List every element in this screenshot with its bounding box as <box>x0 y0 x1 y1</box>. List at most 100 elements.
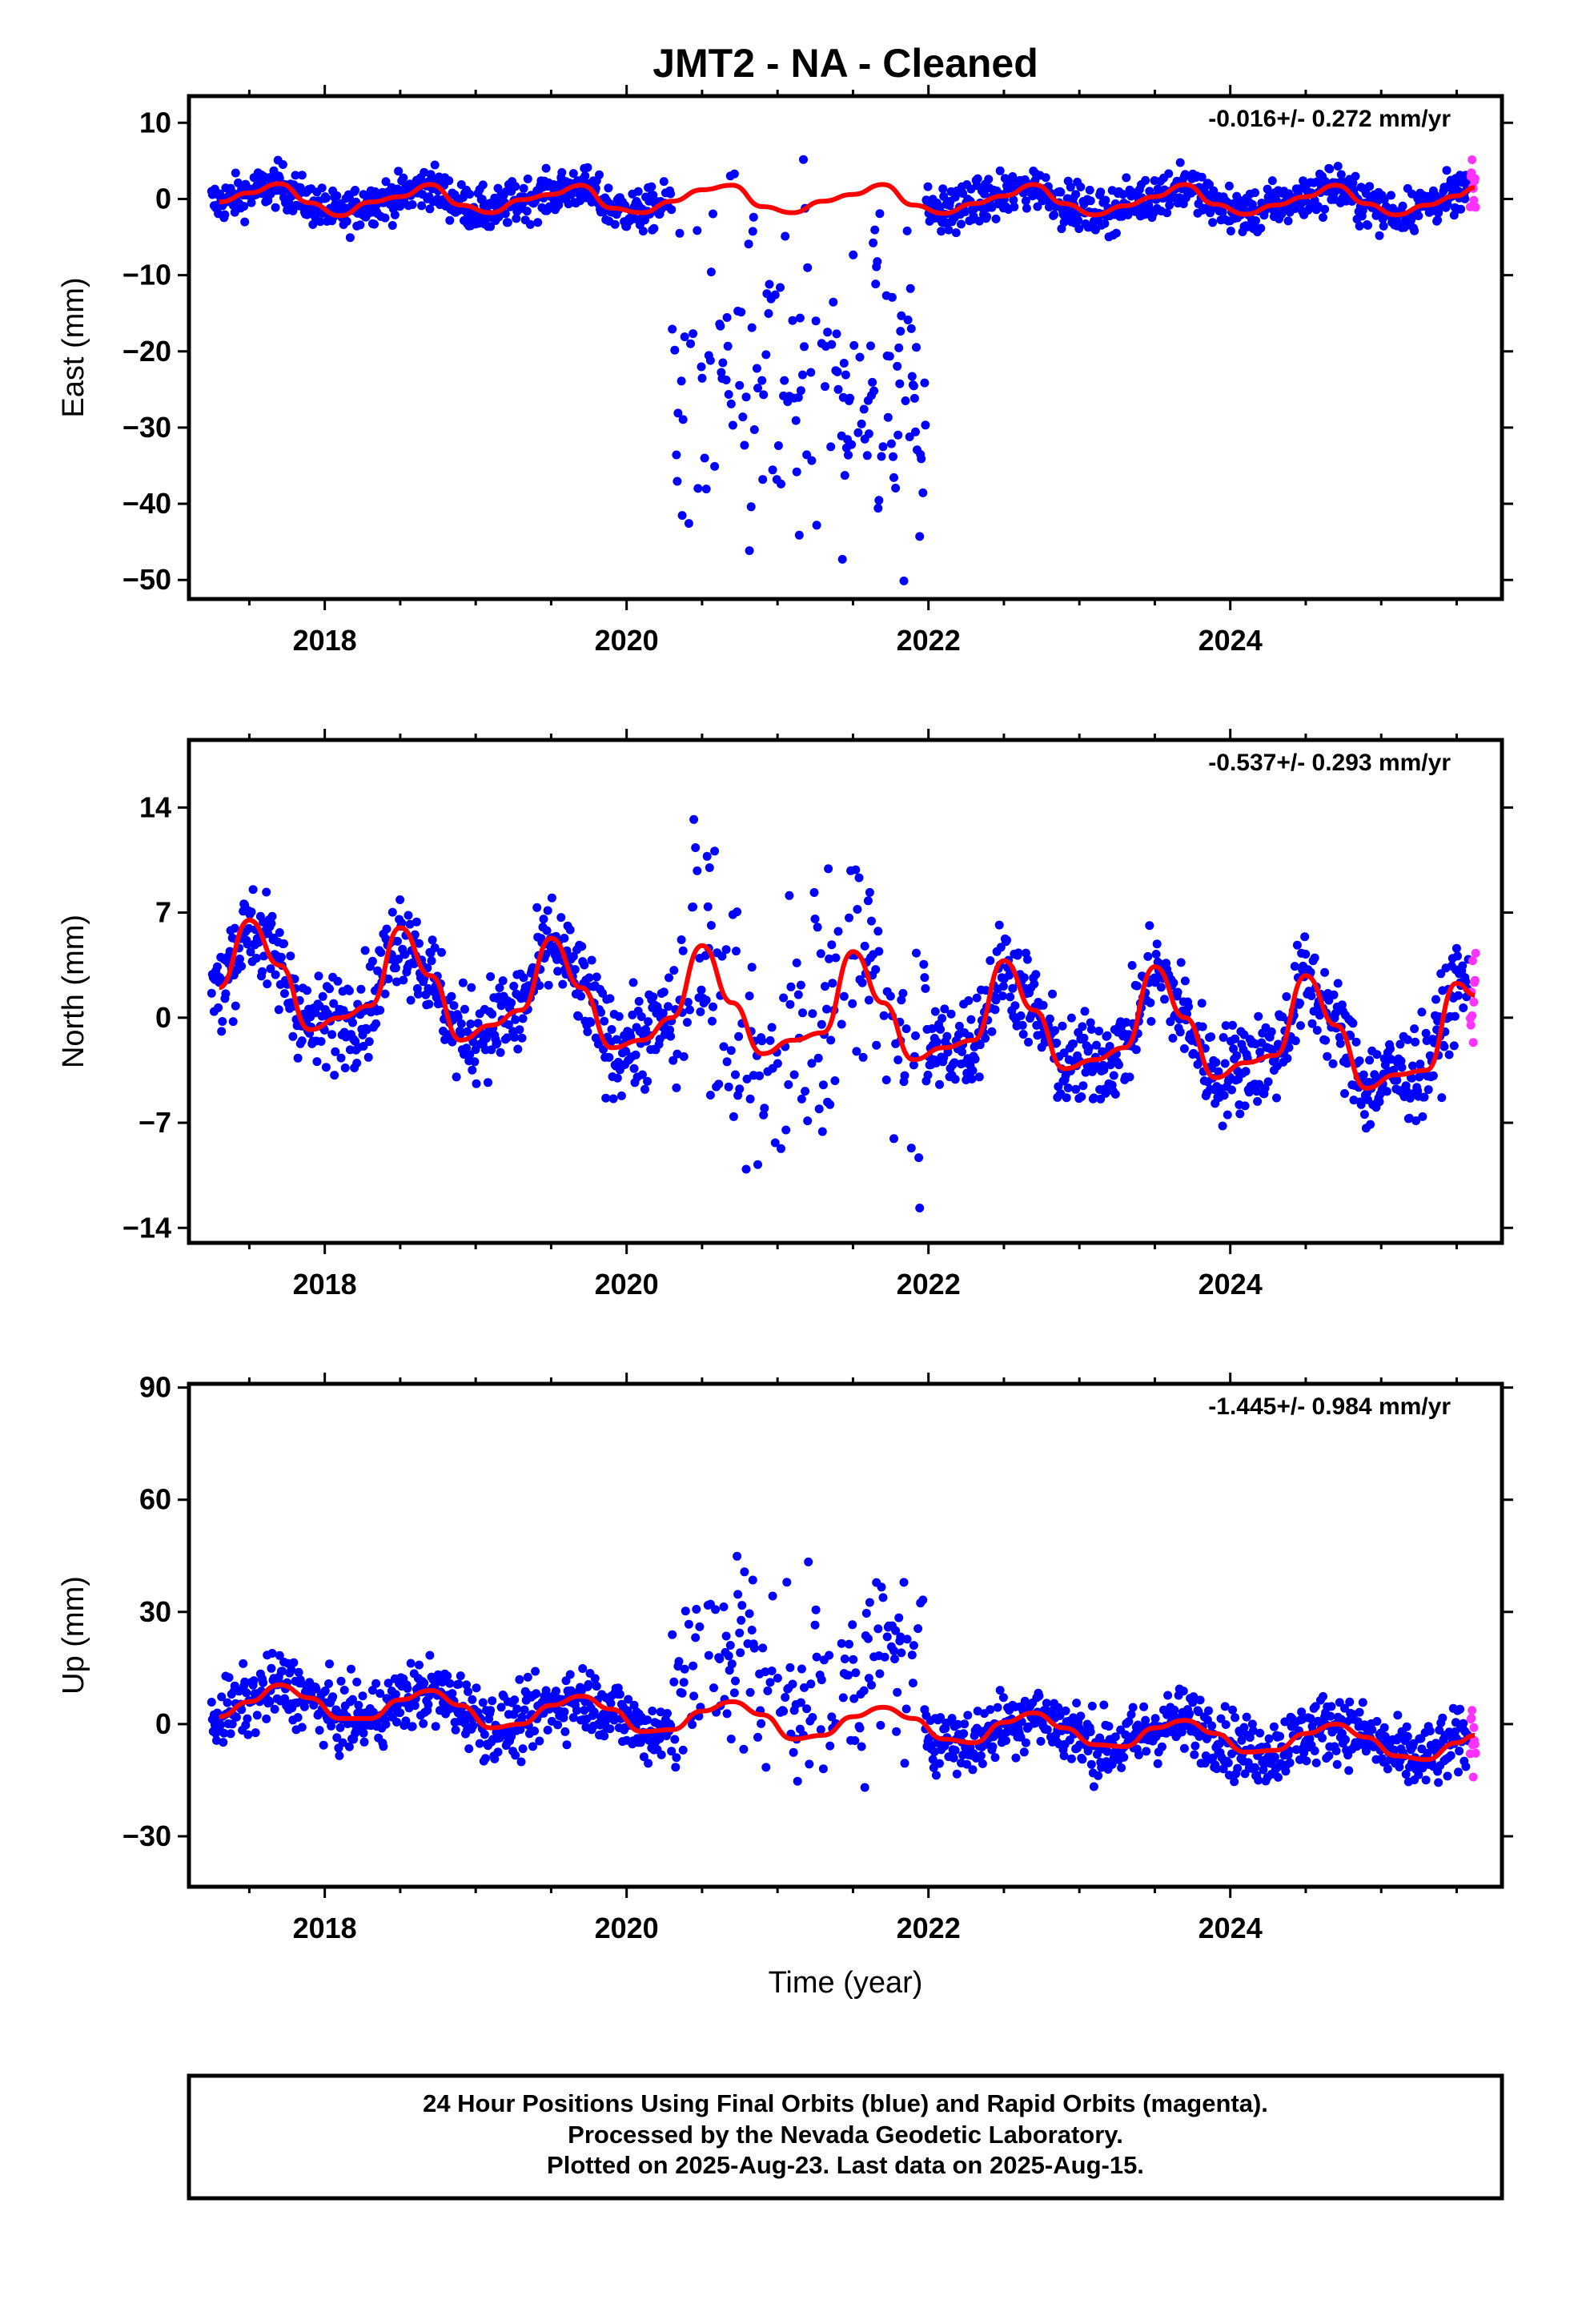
up-final-point <box>1157 1742 1166 1751</box>
east-final-point <box>697 362 706 372</box>
up-final-point <box>392 1717 401 1727</box>
east-final-point <box>849 340 859 350</box>
north-final-point <box>456 1019 466 1028</box>
up-final-point <box>383 1679 393 1688</box>
east-final-point <box>486 222 496 231</box>
east-final-point <box>722 313 732 322</box>
east-rapid-point <box>1470 174 1480 183</box>
up-final-point <box>311 1684 321 1694</box>
up-final-point <box>960 1719 970 1729</box>
north-final-point <box>673 1049 682 1059</box>
east-final-point <box>595 170 604 179</box>
north-final-point <box>465 1050 475 1059</box>
north-final-point <box>605 994 615 1003</box>
north-final-point <box>1252 1087 1262 1096</box>
up-final-point <box>1104 1722 1114 1731</box>
north-final-point <box>511 1015 520 1024</box>
east-final-point <box>1256 223 1266 233</box>
north-final-point <box>909 1060 918 1070</box>
up-final-point <box>1142 1747 1151 1756</box>
up-final-point <box>443 1671 452 1681</box>
up-rapid-point <box>1467 1714 1476 1723</box>
up-final-point <box>252 1711 262 1720</box>
east-final-point <box>1197 172 1207 182</box>
up-final-point <box>855 1723 865 1733</box>
up-final-point <box>802 1704 812 1714</box>
north-final-point <box>1078 1081 1088 1091</box>
east-final-point <box>794 530 804 540</box>
east-final-point <box>1375 231 1384 240</box>
north-final-point <box>1403 1035 1412 1044</box>
north-final-point <box>987 1027 997 1036</box>
up-final-point <box>511 1751 520 1760</box>
north-final-point <box>1254 1011 1263 1021</box>
up-final-point <box>1434 1778 1443 1787</box>
north-final-point <box>734 1031 744 1041</box>
east-final-point <box>853 428 863 437</box>
up-final-point <box>785 1663 795 1672</box>
north-final-point <box>807 1059 817 1068</box>
north-final-point <box>817 1019 826 1029</box>
up-final-point <box>606 1699 616 1708</box>
up-final-point <box>277 1667 287 1676</box>
north-final-point <box>745 1094 755 1104</box>
east-final-point <box>800 342 809 352</box>
up-final-point <box>609 1715 619 1725</box>
east-final-point <box>1096 187 1106 197</box>
east-final-point <box>342 216 351 226</box>
east-final-point <box>1267 176 1277 186</box>
up-final-point <box>486 1706 496 1715</box>
east-final-point <box>1059 218 1069 227</box>
north-final-point <box>314 971 323 981</box>
east-final-point <box>1050 210 1059 219</box>
north-final-point <box>1125 1072 1134 1082</box>
north-final-point <box>437 947 446 957</box>
east-final-point <box>1100 219 1110 228</box>
east-final-point <box>1348 179 1358 188</box>
up-final-point <box>930 1747 939 1756</box>
up-final-point <box>1075 1740 1085 1750</box>
up-final-point <box>480 1754 490 1763</box>
north-final-point <box>1218 1121 1227 1131</box>
up-final-point <box>1383 1764 1392 1774</box>
north-final-point <box>900 1071 909 1080</box>
north-final-point <box>813 923 822 932</box>
north-final-point <box>312 1057 322 1067</box>
north-final-point <box>1197 999 1207 1008</box>
east-final-point <box>604 183 613 193</box>
up-final-point <box>572 1706 581 1715</box>
up-final-point <box>1310 1746 1319 1755</box>
north-final-point <box>1296 1021 1305 1031</box>
north-final-point <box>466 1019 476 1029</box>
east-final-point <box>673 408 683 418</box>
east-final-point <box>503 218 512 227</box>
up-final-point <box>535 1736 544 1746</box>
east-final-point <box>812 521 821 530</box>
north-final-point <box>1089 1093 1098 1103</box>
east-final-point <box>420 167 429 177</box>
east-final-point <box>1263 184 1272 194</box>
north-final-point <box>915 1204 925 1212</box>
up-final-point <box>857 1742 866 1751</box>
up-final-point <box>656 1750 666 1759</box>
east-final-point <box>899 576 909 585</box>
up-final-point <box>493 1747 503 1757</box>
up-final-point <box>663 1709 672 1718</box>
east-final-point <box>700 453 709 463</box>
up-final-point <box>223 1698 232 1707</box>
north-final-point <box>1019 973 1029 983</box>
north-final-point <box>677 935 686 944</box>
up-final-point <box>335 1723 345 1732</box>
up-final-point <box>781 1693 790 1702</box>
north-final-point <box>586 1018 596 1027</box>
north-final-point <box>1008 983 1018 993</box>
north-final-point <box>827 940 837 950</box>
up-final-point <box>893 1687 902 1697</box>
north-final-point <box>996 943 1006 952</box>
east-final-point <box>873 257 882 267</box>
up-final-point <box>1189 1692 1199 1702</box>
east-final-point <box>902 226 912 235</box>
east-final-point <box>724 390 733 399</box>
north-final-point <box>745 991 754 1001</box>
north-final-point <box>1086 1024 1096 1034</box>
